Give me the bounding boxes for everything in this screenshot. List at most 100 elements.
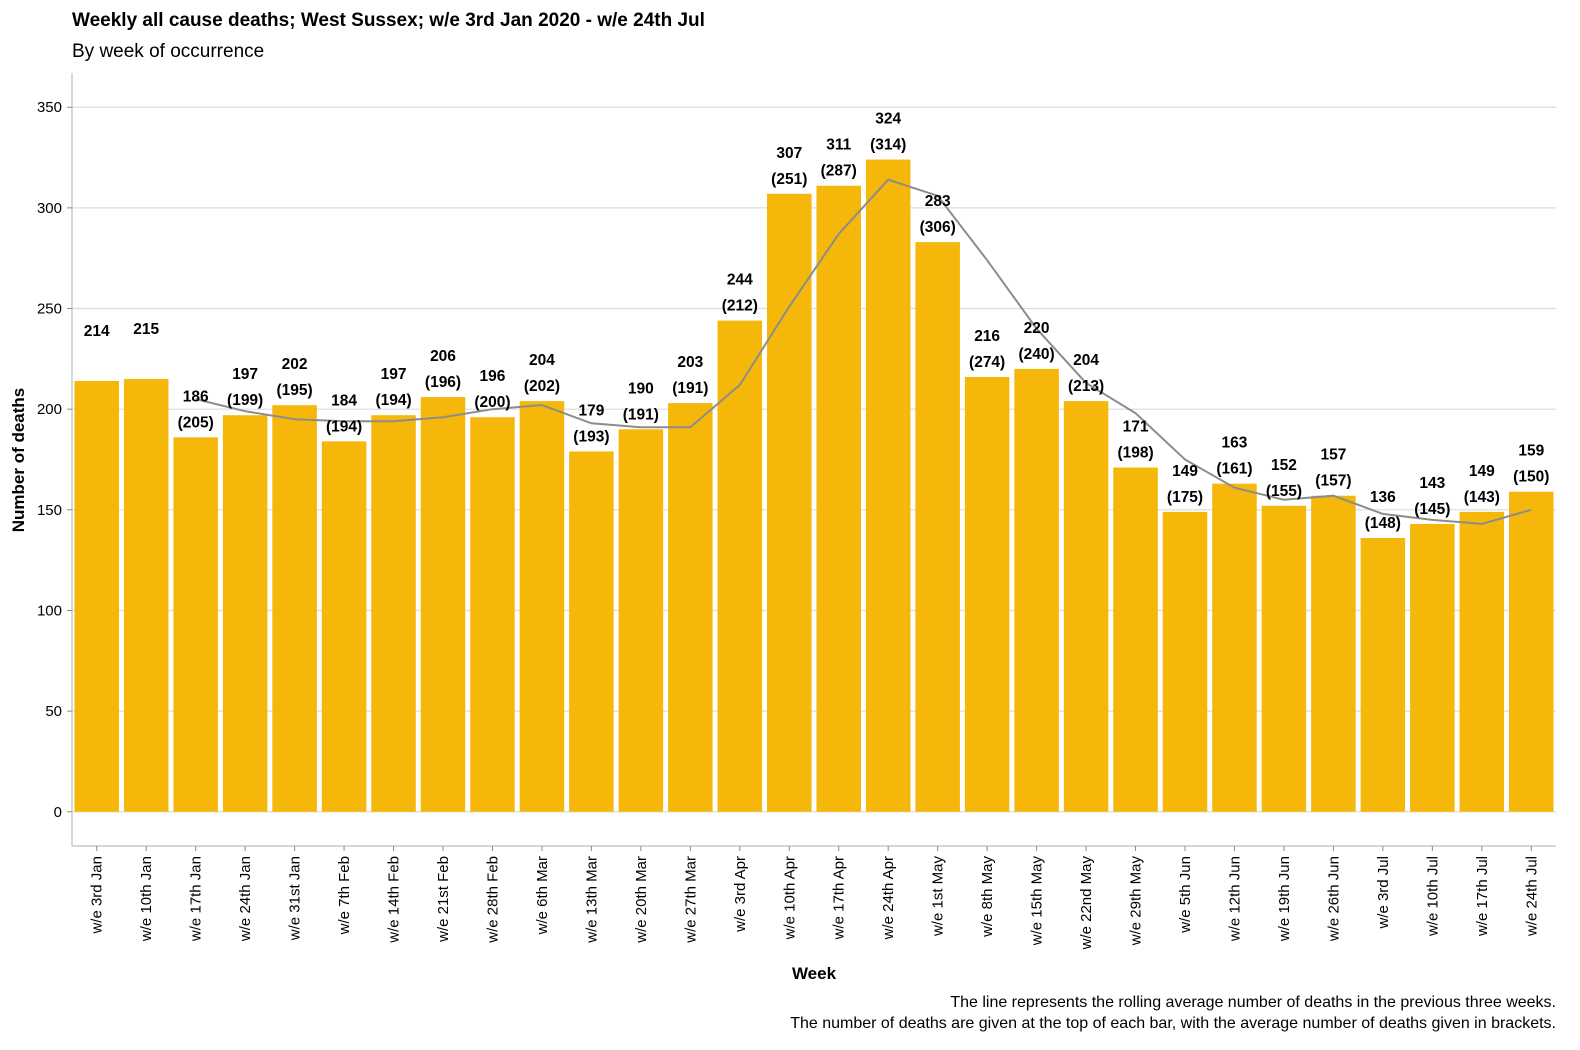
bar	[1063, 401, 1109, 812]
x-tick-label: w/e 21st Feb	[435, 856, 452, 943]
x-tick-label: w/e 6th Mar	[534, 856, 551, 935]
data-labels: 214 215 186 (205) 197 (199) 202 (195) 184 (194) 19…	[84, 111, 1550, 532]
x-tick-label: w/e 20th Mar	[633, 856, 650, 944]
x-tick-labels: w/e 3rd Jan w/e 10th Jan w/e 17th Jan w/e 2…	[89, 856, 1541, 951]
x-tick-label: w/e 31st Jan	[287, 856, 304, 941]
y-tick-label: 50	[45, 703, 62, 720]
average-value-label: (205)	[178, 414, 214, 431]
bar	[767, 193, 812, 812]
average-value-label: (196)	[425, 374, 461, 391]
average-value-label: (199)	[227, 392, 263, 409]
caption-line-2: The number of deaths are given at the to…	[790, 1015, 1556, 1032]
chart-subtitle: By week of occurrence	[72, 41, 264, 62]
x-tick-label: w/e 12th Jun	[1226, 856, 1243, 942]
x-tick-label: w/e 1st May	[930, 856, 947, 938]
bar-value-label: 197	[381, 366, 407, 383]
bar	[717, 320, 763, 812]
rolling-average-line	[195, 178, 1532, 525]
bar	[222, 415, 268, 812]
x-tick-label: w/e 17th Jan	[188, 856, 205, 942]
y-tick-label: 0	[54, 804, 62, 821]
average-value-label: (193)	[573, 428, 609, 445]
x-tick-label: w/e 17th Jul	[1474, 856, 1491, 937]
caption-line-1: The line represents the rolling average …	[950, 994, 1556, 1011]
x-tick-label: w/e 10th Apr	[781, 856, 798, 940]
average-value-label: (274)	[969, 354, 1005, 371]
x-tick-label: w/e 3rd Jan	[89, 856, 106, 935]
bar	[272, 405, 317, 812]
average-value-label: (148)	[1365, 515, 1401, 532]
chart-title: Weekly all cause deaths; West Sussex; w/…	[72, 10, 705, 31]
bar-value-label: 197	[232, 366, 258, 383]
x-tick-label: w/e 28th Feb	[484, 856, 501, 944]
average-value-label: (150)	[1513, 469, 1549, 486]
bar-value-label: 283	[925, 193, 951, 210]
bar-value-label: 324	[875, 111, 901, 128]
bar-value-label: 152	[1271, 457, 1297, 474]
x-tick-label: w/e 14th Feb	[386, 856, 403, 944]
bar	[1261, 505, 1307, 812]
bar	[173, 437, 218, 812]
y-tick-label: 100	[37, 602, 62, 619]
average-value-label: (194)	[326, 418, 362, 435]
average-value-label: (175)	[1167, 489, 1203, 506]
bar-value-label: 215	[133, 321, 159, 338]
bar-value-label: 136	[1370, 489, 1396, 506]
x-tick-label: w/e 17th Apr	[831, 856, 848, 940]
bar-value-label: 179	[578, 402, 604, 419]
bar-value-label: 171	[1123, 419, 1149, 436]
bar	[123, 378, 169, 812]
x-tick-label: w/e 10th Jan	[138, 856, 155, 942]
bar	[668, 403, 713, 812]
bar	[519, 401, 565, 812]
bar	[1459, 511, 1505, 812]
bar	[1014, 368, 1059, 812]
x-tick-label: w/e 3rd Apr	[732, 856, 749, 933]
bar-value-label: 216	[974, 328, 1000, 345]
x-tick-label: w/e 19th Jun	[1276, 856, 1293, 942]
average-value-label: (306)	[920, 219, 956, 236]
bar	[1113, 467, 1158, 812]
bar-value-label: 204	[1073, 352, 1099, 369]
bar-value-label: 206	[430, 348, 456, 365]
bar	[321, 441, 367, 812]
bar-value-label: 244	[727, 272, 753, 289]
x-tick-label: w/e 24th Jan	[237, 856, 254, 942]
bar	[1360, 538, 1406, 812]
bars	[74, 159, 1554, 812]
rolling-average-series	[195, 178, 1532, 525]
bar-value-label: 143	[1419, 475, 1445, 492]
x-tick-label: w/e 10th Jul	[1424, 856, 1441, 937]
y-tick-labels: 0 50 100 150 200 250 300 350	[37, 99, 62, 821]
bar-value-label: 149	[1172, 463, 1198, 480]
y-tick-label: 150	[37, 502, 62, 519]
average-value-label: (143)	[1464, 489, 1500, 506]
average-value-label: (145)	[1414, 501, 1450, 518]
average-value-label: (314)	[870, 137, 906, 154]
y-axis-title: Number of deaths	[9, 388, 28, 533]
average-value-label: (251)	[771, 171, 807, 188]
x-tick-label: w/e 22nd May	[1078, 856, 1095, 951]
bar	[371, 415, 416, 812]
average-value-label: (191)	[672, 380, 708, 397]
average-value-label: (161)	[1216, 461, 1252, 478]
bar-value-label: 220	[1024, 320, 1050, 337]
bar-value-label: 190	[628, 380, 654, 397]
bar-value-label: 202	[282, 356, 308, 373]
average-value-label: (213)	[1068, 378, 1104, 395]
bar	[1311, 495, 1356, 812]
x-tick-label: w/e 24th Apr	[880, 856, 897, 940]
average-value-label: (240)	[1019, 346, 1055, 363]
bar-value-label: 203	[677, 354, 703, 371]
bar-value-label: 184	[331, 392, 357, 409]
y-tick-label: 250	[37, 301, 62, 318]
x-tick-label: w/e 13th Mar	[583, 856, 600, 944]
average-value-label: (202)	[524, 378, 560, 395]
average-value-label: (195)	[277, 382, 313, 399]
x-tick-label: w/e 29th May	[1128, 856, 1145, 947]
y-tick-label: 200	[37, 401, 62, 418]
x-tick-label: w/e 5th Jun	[1177, 856, 1194, 934]
bar-value-label: 311	[826, 137, 851, 154]
bar	[816, 185, 861, 812]
